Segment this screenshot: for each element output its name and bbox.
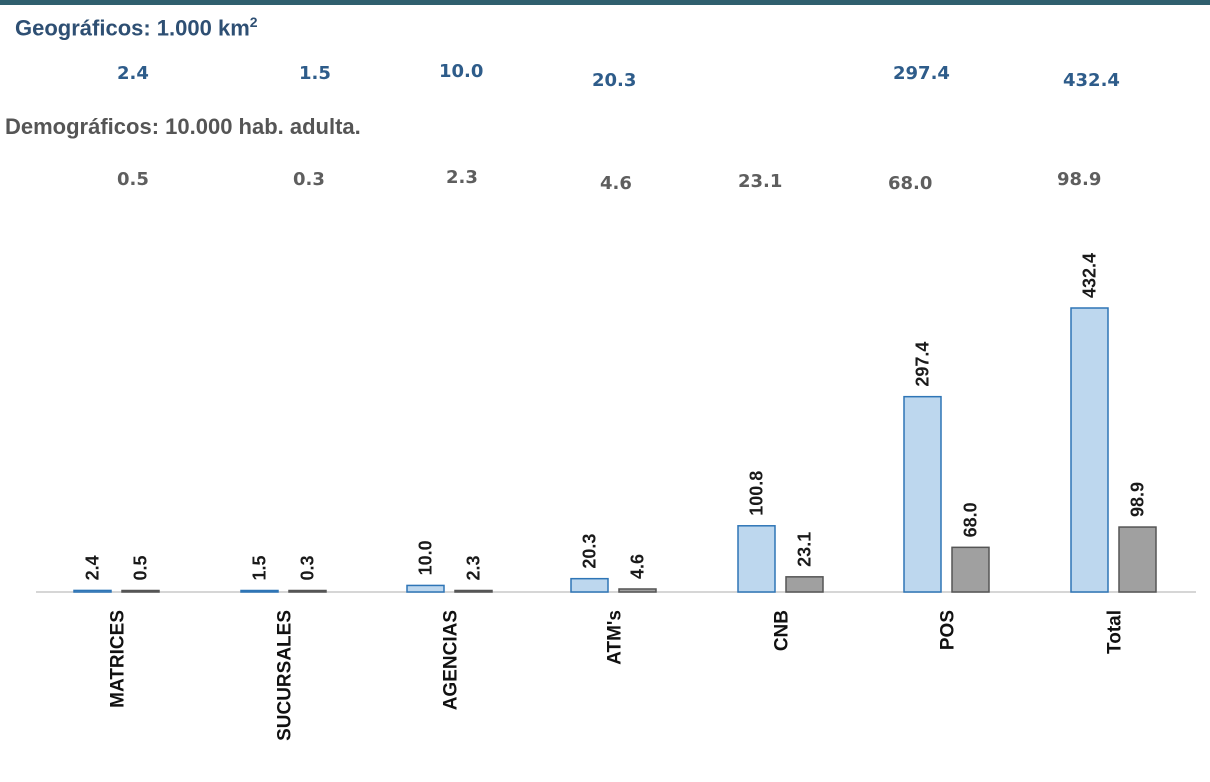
geo-value-total: 432.4 xyxy=(1063,70,1120,91)
bar-geo-atms xyxy=(570,577,609,593)
data-label-geo-agencias: 10.0 xyxy=(416,540,436,575)
data-label-geo-atms: 20.3 xyxy=(580,534,600,569)
category-label-pos: POS xyxy=(938,610,959,650)
bar-demo-cnb xyxy=(785,576,824,593)
demo-value-sucursales: 0.3 xyxy=(293,169,325,190)
bar-demo-agencias xyxy=(454,589,493,593)
bar-geo-total xyxy=(1070,307,1109,593)
data-label-demo-matrices: 0.5 xyxy=(131,555,151,580)
bar-demo-sucursales xyxy=(288,589,327,593)
bar-demo-total xyxy=(1118,526,1157,593)
demo-heading: Demográficos: 10.000 hab. adulta. xyxy=(5,114,361,139)
bar-geo-pos xyxy=(903,395,942,593)
category-label-atms: ATM's xyxy=(605,610,626,665)
data-label-demo-sucursales: 0.3 xyxy=(298,555,318,580)
geo-value-pos: 297.4 xyxy=(893,63,950,84)
data-label-demo-atms: 4.6 xyxy=(628,554,648,579)
bar-geo-matrices xyxy=(73,589,112,593)
data-label-geo-sucursales: 1.5 xyxy=(250,555,270,580)
geo-value-atms: 20.3 xyxy=(592,70,637,91)
category-label-sucursales: SUCURSALES xyxy=(275,610,296,741)
top-rule xyxy=(0,0,1210,5)
data-label-demo-pos: 68.0 xyxy=(961,502,981,537)
bar-geo-sucursales xyxy=(240,589,279,593)
data-label-geo-total: 432.4 xyxy=(1080,253,1100,298)
geo-value-sucursales: 1.5 xyxy=(299,63,331,84)
bar-demo-matrices xyxy=(121,589,160,593)
demo-value-matrices: 0.5 xyxy=(117,169,149,190)
data-label-geo-cnb: 100.8 xyxy=(747,471,767,516)
geo-heading-superscript: 2 xyxy=(249,14,258,30)
data-label-geo-matrices: 2.4 xyxy=(83,555,103,580)
bar-demo-atms xyxy=(618,588,657,593)
demo-value-total: 98.9 xyxy=(1057,169,1102,190)
category-label-cnb: CNB xyxy=(772,610,793,651)
demo-value-pos: 68.0 xyxy=(888,173,933,194)
data-label-demo-total: 98.9 xyxy=(1128,482,1148,517)
geo-value-matrices: 2.4 xyxy=(117,63,149,84)
bar-geo-cnb xyxy=(737,525,776,593)
data-label-demo-agencias: 2.3 xyxy=(464,555,484,580)
geo-heading: Geográficos: 1.000 km2 xyxy=(15,14,258,41)
demo-value-agencias: 2.3 xyxy=(446,167,478,188)
category-label-agencias: AGENCIAS xyxy=(441,610,462,710)
data-label-demo-cnb: 23.1 xyxy=(795,532,815,567)
demo-value-cnb: 23.1 xyxy=(738,171,783,192)
geo-value-agencias: 10.0 xyxy=(439,61,484,82)
category-label-total: Total xyxy=(1105,610,1126,654)
category-label-matrices: MATRICES xyxy=(108,610,129,708)
geo-heading-text: Geográficos: 1.000 km xyxy=(15,15,250,41)
bar-geo-agencias xyxy=(406,584,445,593)
bar-demo-pos xyxy=(951,546,990,593)
data-label-geo-pos: 297.4 xyxy=(913,342,933,387)
demo-value-atms: 4.6 xyxy=(600,173,632,194)
